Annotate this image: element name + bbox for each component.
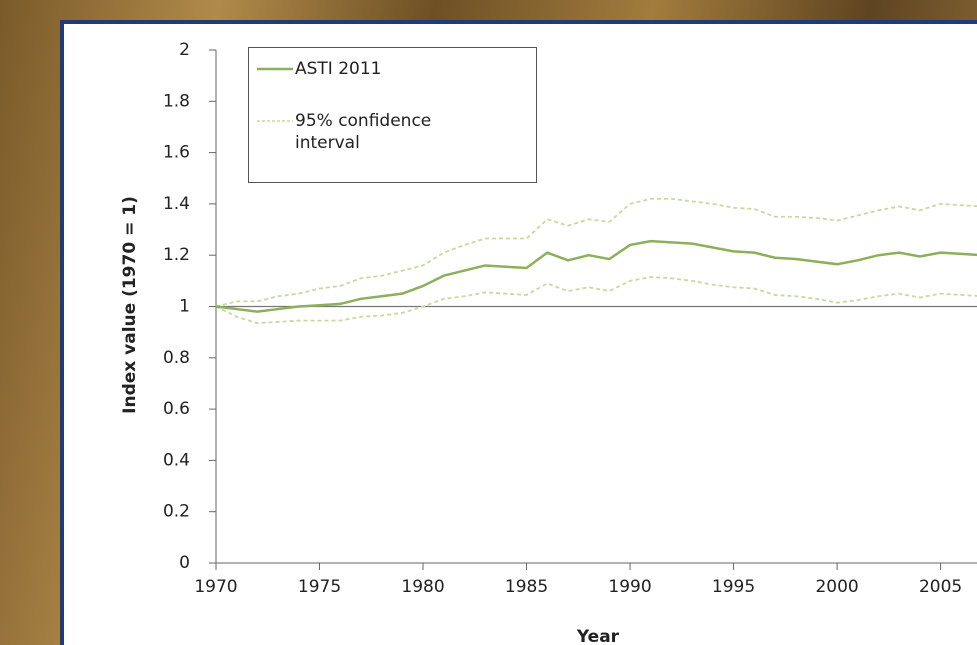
y-tick-label: 0.4 <box>163 450 190 470</box>
y-tick-label: 0 <box>179 553 190 573</box>
legend-swatch <box>257 110 293 132</box>
x-tick-label: 1985 <box>505 577 548 597</box>
y-tick-label: 2 <box>179 40 190 60</box>
y-tick-label: 1 <box>179 297 190 317</box>
x-tick-label: 1975 <box>298 577 341 597</box>
y-tick-label: 1.8 <box>163 91 190 111</box>
legend-label: 95% confidence interval <box>295 110 465 154</box>
x-tick-label: 1980 <box>401 577 444 597</box>
y-tick-label: 1.4 <box>163 194 190 214</box>
y-tick-label: 0.2 <box>163 502 190 522</box>
y-tick-label: 1.6 <box>163 143 190 163</box>
x-tick-label: 2005 <box>919 577 962 597</box>
y-tick-label: 0.6 <box>163 399 190 419</box>
legend-swatch <box>257 58 293 80</box>
x-tick-label: 2000 <box>815 577 858 597</box>
x-tick-label: 1970 <box>194 577 237 597</box>
legend-item: 95% confidence interval <box>257 110 487 154</box>
legend-item: ASTI 2011 <box>257 58 495 80</box>
ci-lower <box>216 277 977 323</box>
page: 0 0.2 0.4 0.6 0.8 1 1.2 1.4 1.6 1.8 2 1970 1975 1980 1… <box>0 0 977 645</box>
x-tick-label: 1995 <box>712 577 755 597</box>
y-tick-label: 1.2 <box>163 245 190 265</box>
y-axis-label: Index value (1970 = 1) <box>120 196 140 414</box>
x-tick-label: 1990 <box>608 577 651 597</box>
x-axis-label: Year <box>576 627 620 645</box>
legend: ASTI 2011 95% confidence interval <box>248 47 537 183</box>
y-tick-label: 0.8 <box>163 348 190 368</box>
ci-upper <box>216 199 977 307</box>
legend-label: ASTI 2011 <box>295 58 495 80</box>
series-line <box>216 241 977 312</box>
